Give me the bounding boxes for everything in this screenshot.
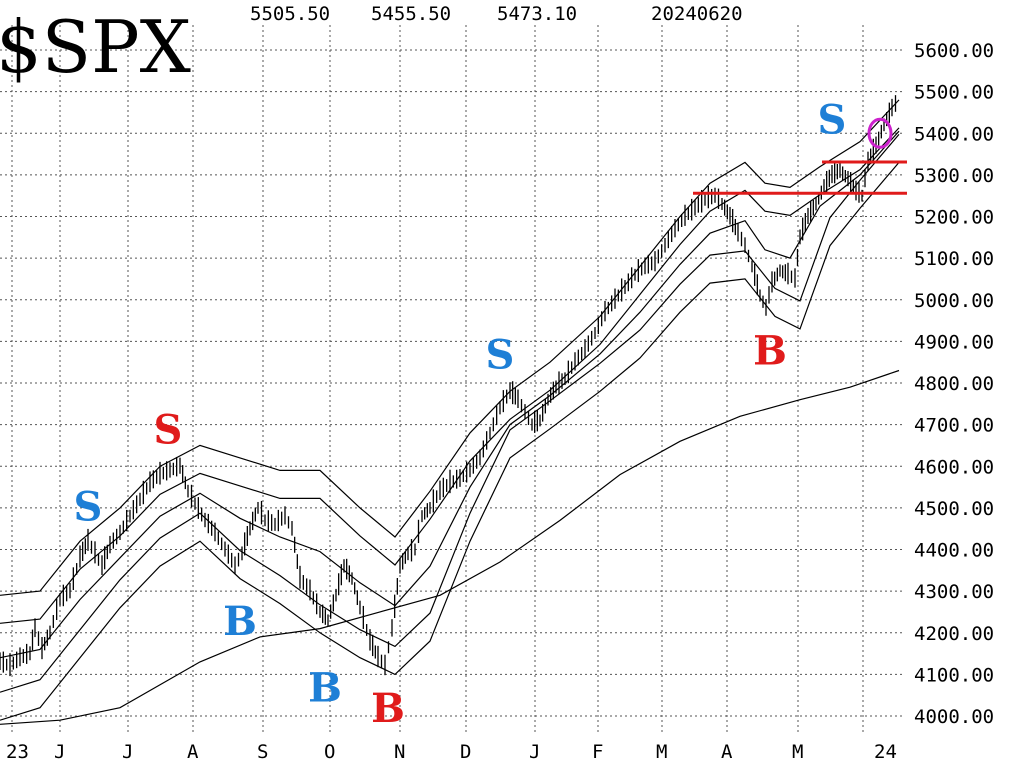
y-tick-label: 5100.00 xyxy=(914,248,994,270)
signal-label: S xyxy=(486,331,515,378)
chart-title: $SPX xyxy=(0,5,191,89)
signal-label: S xyxy=(818,96,847,143)
x-tick-label: J xyxy=(529,741,540,763)
x-tick-label: 23 xyxy=(6,741,29,763)
upper-band-line-inner xyxy=(0,127,900,624)
x-tick-label: J xyxy=(54,741,65,763)
signal-label: S xyxy=(74,483,103,530)
signal-label: B xyxy=(753,327,787,374)
grid xyxy=(0,25,903,732)
y-tick-label: 4400.00 xyxy=(914,540,994,562)
header-close: 5473.10 xyxy=(497,3,577,25)
x-tick-label: O xyxy=(324,741,335,763)
y-tick-label: 4300.00 xyxy=(914,581,994,603)
y-tick-label: 5400.00 xyxy=(914,123,994,145)
x-tick-label: M xyxy=(656,741,667,763)
signal-label: B xyxy=(223,598,257,645)
header-low: 5455.50 xyxy=(371,3,451,25)
y-axis-labels: 4000.00 4100.00 4200.00 4300.00 4400.00 4500.… xyxy=(914,40,994,728)
y-tick-label: 4900.00 xyxy=(914,331,994,353)
x-tick-label: M xyxy=(792,741,803,763)
y-tick-label: 4500.00 xyxy=(914,498,994,520)
x-tick-label: A xyxy=(721,741,733,763)
y-tick-label: 4700.00 xyxy=(914,415,994,437)
lower-band-line-inner xyxy=(0,134,900,693)
y-tick-label: 5000.00 xyxy=(914,290,994,312)
x-axis-labels: 23 J J A S O N D J F M A M 24 xyxy=(6,741,897,763)
x-tick-label: A xyxy=(187,741,199,763)
signal-label: B xyxy=(371,685,405,732)
y-tick-label: 5500.00 xyxy=(914,82,994,104)
y-tick-label: 4800.00 xyxy=(914,373,994,395)
signal-label: B xyxy=(308,664,342,711)
series-layer xyxy=(0,95,900,725)
y-tick-label: 5600.00 xyxy=(914,40,994,62)
ma200-line xyxy=(0,369,900,725)
x-tick-label: D xyxy=(460,741,471,763)
header-high: 5505.50 xyxy=(250,3,330,25)
x-tick-label: 24 xyxy=(874,741,897,763)
header-date: 20240620 xyxy=(651,3,743,25)
y-tick-label: 5300.00 xyxy=(914,165,994,187)
middle-average-line xyxy=(0,130,900,659)
circle-marker xyxy=(867,117,893,149)
y-tick-label: 4000.00 xyxy=(914,706,994,728)
x-tick-label: J xyxy=(122,741,133,763)
y-tick-label: 4600.00 xyxy=(914,456,994,478)
y-tick-label: 5200.00 xyxy=(914,207,994,229)
y-tick-label: 4200.00 xyxy=(914,623,994,645)
x-tick-label: N xyxy=(394,741,405,763)
x-tick-label: S xyxy=(257,741,268,763)
signal-label: S xyxy=(154,406,183,453)
x-tick-label: F xyxy=(592,741,603,763)
lower-band-line xyxy=(0,162,900,721)
y-tick-label: 4100.00 xyxy=(914,664,994,686)
